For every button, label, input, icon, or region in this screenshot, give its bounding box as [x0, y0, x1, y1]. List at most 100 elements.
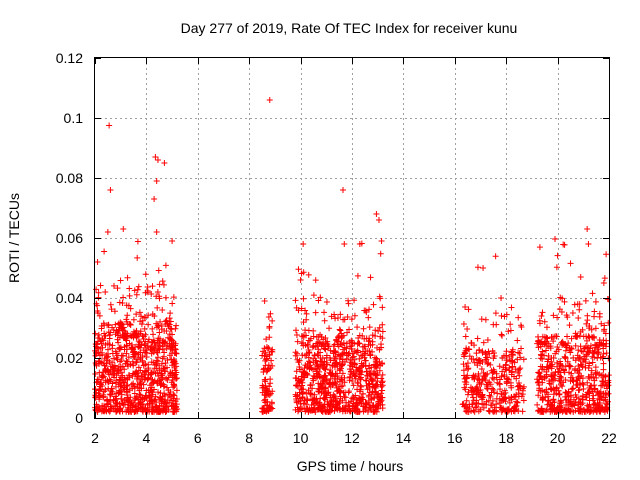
data-point — [124, 395, 131, 402]
data-point — [579, 392, 586, 399]
data-point — [318, 358, 325, 365]
data-point — [478, 380, 485, 387]
data-point — [475, 408, 482, 415]
data-point — [172, 367, 179, 374]
data-point — [295, 307, 302, 314]
data-point — [461, 384, 468, 391]
data-point — [545, 397, 552, 404]
data-point — [348, 316, 355, 323]
data-point — [356, 332, 363, 339]
data-point — [173, 322, 180, 329]
data-point — [361, 307, 368, 314]
data-point — [487, 393, 494, 400]
data-point — [169, 397, 176, 404]
data-point — [94, 259, 101, 265]
data-point — [141, 370, 148, 377]
data-point — [167, 310, 174, 317]
data-point — [587, 382, 594, 389]
data-point — [584, 226, 591, 232]
data-point — [298, 270, 305, 277]
data-point — [123, 382, 130, 389]
data-point — [300, 369, 307, 376]
data-point — [562, 354, 569, 361]
data-point — [584, 379, 591, 386]
data-point — [584, 407, 591, 414]
data-point — [171, 350, 178, 357]
data-point — [598, 320, 605, 327]
data-point — [123, 389, 130, 396]
data-point — [303, 310, 310, 317]
data-point — [464, 391, 471, 398]
data-point — [368, 396, 375, 403]
data-point — [508, 394, 515, 401]
data-point — [349, 402, 356, 409]
data-point — [161, 160, 168, 166]
data-point — [137, 380, 144, 387]
data-point — [332, 353, 339, 360]
data-point — [96, 381, 103, 388]
data-point — [137, 354, 144, 361]
data-point — [137, 328, 144, 335]
data-point — [266, 324, 273, 331]
data-point — [541, 318, 548, 325]
data-point — [331, 408, 338, 415]
data-point — [468, 407, 475, 414]
data-point — [139, 359, 146, 366]
data-point — [262, 362, 269, 369]
data-point — [313, 357, 320, 364]
data-point — [507, 358, 514, 365]
data-point — [292, 391, 299, 398]
data-point — [593, 408, 600, 415]
data-point — [98, 373, 105, 380]
data-point — [318, 402, 325, 409]
data-point — [539, 408, 546, 415]
data-point — [574, 352, 581, 359]
data-point — [588, 367, 595, 374]
data-point — [373, 364, 380, 371]
data-point — [466, 353, 473, 360]
data-point — [135, 283, 142, 290]
data-point — [314, 339, 321, 346]
data-point — [336, 326, 343, 333]
data-point — [157, 342, 164, 349]
data-point — [364, 399, 371, 406]
data-point — [568, 370, 575, 377]
data-point — [472, 404, 479, 411]
data-point — [514, 369, 521, 376]
data-point — [292, 327, 299, 334]
data-point — [520, 383, 527, 390]
data-point — [111, 308, 118, 315]
data-point — [370, 383, 377, 390]
data-point — [169, 300, 176, 307]
data-point — [554, 314, 561, 321]
data-point — [592, 364, 599, 371]
data-point — [362, 377, 369, 384]
data-point — [350, 353, 357, 360]
data-point — [263, 355, 270, 362]
data-point — [96, 387, 103, 394]
data-point — [156, 329, 163, 336]
data-point — [575, 395, 582, 402]
data-point — [517, 354, 524, 361]
data-point — [162, 262, 169, 269]
data-point — [568, 335, 575, 342]
x-tick-label: 2 — [91, 430, 99, 446]
data-point — [134, 286, 141, 293]
data-point — [580, 381, 587, 388]
data-point — [356, 399, 363, 406]
data-point — [269, 317, 276, 324]
data-point — [552, 368, 559, 375]
data-point — [268, 357, 275, 364]
data-point — [124, 274, 131, 281]
data-point — [508, 304, 515, 311]
data-point — [147, 346, 154, 353]
data-point — [167, 388, 174, 395]
data-point — [570, 354, 577, 361]
data-point — [121, 328, 128, 335]
data-point — [585, 241, 592, 247]
x-tick-label: 22 — [601, 430, 617, 446]
data-point — [265, 314, 272, 321]
data-point — [567, 349, 574, 356]
data-point — [266, 352, 273, 359]
data-point — [586, 390, 593, 397]
